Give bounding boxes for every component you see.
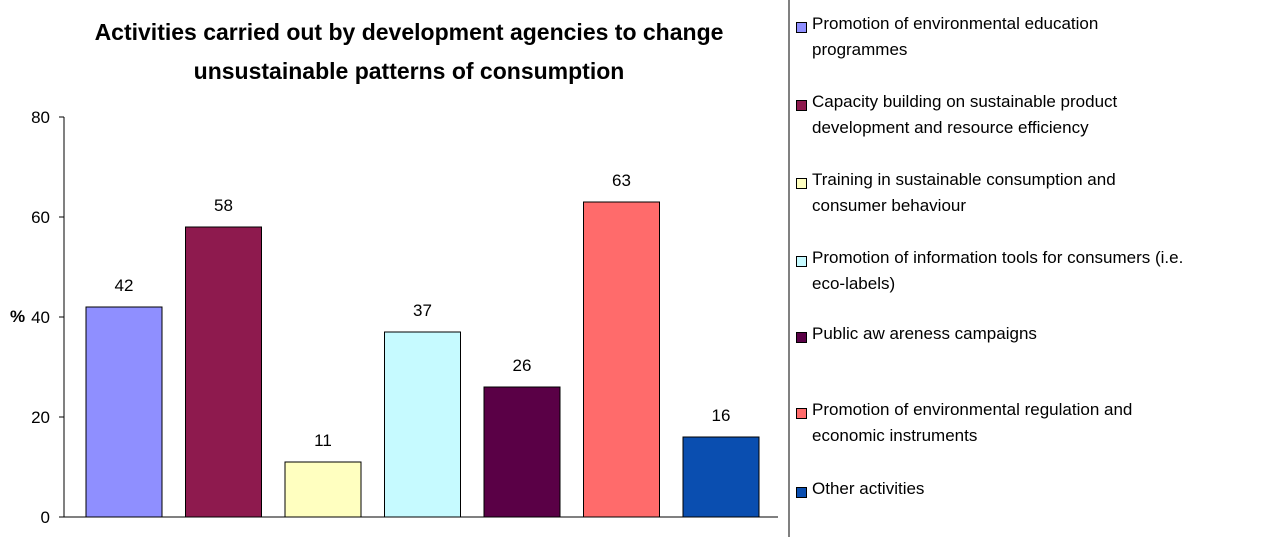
legend-swatch bbox=[796, 408, 807, 419]
y-tick-label: 20 bbox=[31, 408, 50, 427]
bar bbox=[85, 306, 163, 518]
legend-label-line: economic instruments bbox=[812, 426, 978, 445]
chart-title-line-1: Activities carried out by development ag… bbox=[95, 19, 724, 45]
legend-label-line: development and resource efficiency bbox=[812, 118, 1089, 137]
legend-label-line: Promotion of environmental regulation an… bbox=[812, 400, 1133, 419]
bar-chart: Activities carried out by development ag… bbox=[10, 19, 778, 527]
legend-label: Promotion of environmental regulation an… bbox=[812, 397, 1132, 449]
bar bbox=[682, 436, 760, 518]
legend-item: Public aw areness campaigns bbox=[796, 324, 1256, 347]
y-tick-label: 0 bbox=[41, 508, 50, 527]
data-label: 42 bbox=[115, 276, 134, 295]
legend-label: Other activities bbox=[812, 476, 924, 502]
legend-label: Training in sustainable consumption and c… bbox=[812, 167, 1116, 219]
y-tick-label: 40 bbox=[31, 308, 50, 327]
legend-label-line: Capacity building on sustainable product bbox=[812, 92, 1118, 111]
y-axis-label: % bbox=[10, 307, 25, 326]
data-label: 63 bbox=[612, 171, 631, 190]
bar bbox=[384, 331, 461, 518]
legend-swatch bbox=[796, 22, 807, 33]
chart-title-line-2: unsustainable patterns of consumption bbox=[194, 58, 625, 84]
legend-label-line: Promotion of information tools for consu… bbox=[812, 248, 1184, 267]
legend-label-line: programmes bbox=[812, 40, 908, 59]
data-labels: 42 58 11 37 26 63 16 bbox=[115, 171, 731, 450]
legend-swatch bbox=[796, 332, 807, 343]
bar bbox=[284, 461, 362, 518]
bar bbox=[583, 201, 660, 518]
bar bbox=[185, 226, 262, 518]
data-label: 37 bbox=[413, 301, 432, 320]
legend: Promotion of environmental education prog… bbox=[796, 0, 1264, 537]
legend-label-line: consumer behaviour bbox=[812, 196, 967, 215]
legend-label-line: Promotion of environmental education bbox=[812, 14, 1099, 33]
legend-label-line: Public aw areness campaigns bbox=[812, 324, 1037, 343]
legend-divider bbox=[788, 0, 790, 537]
legend-item: Other activities bbox=[796, 479, 1256, 502]
bar bbox=[483, 386, 561, 518]
data-label: 26 bbox=[513, 356, 532, 375]
y-tick-label: 60 bbox=[31, 208, 50, 227]
legend-label-line: eco-labels) bbox=[812, 274, 896, 293]
legend-item: Promotion of environmental regulation an… bbox=[796, 400, 1256, 449]
data-label: 11 bbox=[314, 431, 332, 450]
bars bbox=[85, 201, 760, 518]
legend-swatch bbox=[796, 256, 807, 267]
legend-swatch bbox=[796, 178, 807, 189]
legend-item: Promotion of environmental education prog… bbox=[796, 14, 1256, 63]
legend-label: Capacity building on sustainable product… bbox=[812, 89, 1117, 141]
legend-label: Promotion of environmental education prog… bbox=[812, 11, 1098, 63]
legend-label: Public aw areness campaigns bbox=[812, 321, 1037, 347]
legend-label: Promotion of information tools for consu… bbox=[812, 245, 1183, 297]
legend-label-line: Training in sustainable consumption and bbox=[812, 170, 1116, 189]
legend-label-line: Other activities bbox=[812, 479, 925, 498]
legend-item: Training in sustainable consumption and c… bbox=[796, 170, 1256, 219]
legend-item: Promotion of information tools for consu… bbox=[796, 248, 1256, 297]
legend-swatch bbox=[796, 100, 807, 111]
data-label: 16 bbox=[712, 406, 731, 425]
data-label: 58 bbox=[214, 196, 233, 215]
y-axis: 0 20 40 60 80 bbox=[31, 108, 65, 527]
legend-item: Capacity building on sustainable product… bbox=[796, 92, 1256, 141]
y-tick-label: 80 bbox=[31, 108, 50, 127]
legend-swatch bbox=[796, 487, 807, 498]
